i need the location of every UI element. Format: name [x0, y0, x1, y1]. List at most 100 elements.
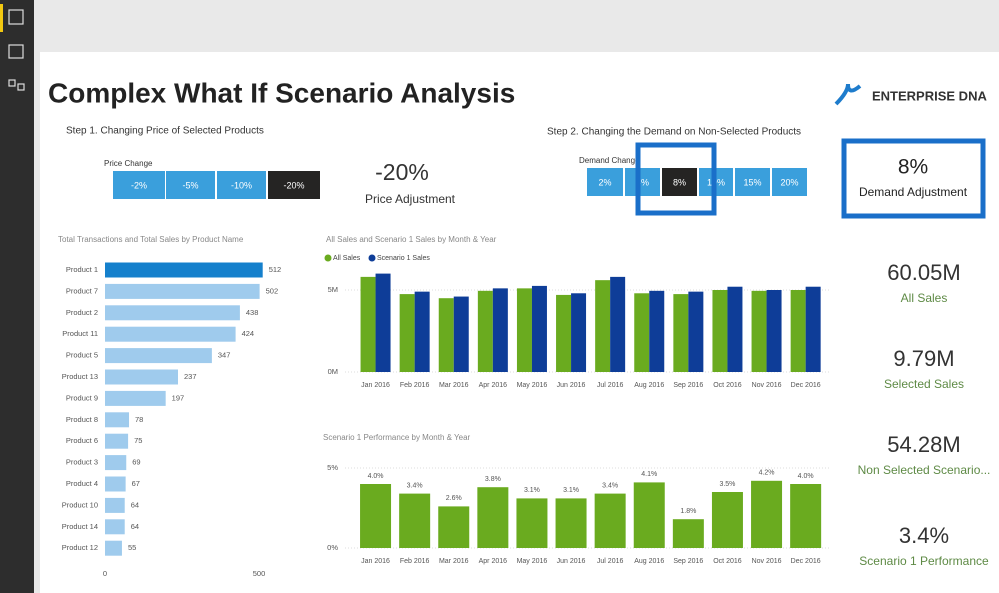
slicer-button[interactable] — [772, 168, 807, 196]
slicer-button[interactable] — [662, 168, 697, 196]
chart-title: All Sales and Scenario 1 Sales by Month … — [326, 235, 497, 244]
x-tick-label: Nov 2016 — [752, 558, 782, 565]
card-value: 8% — [898, 156, 928, 179]
bar[interactable] — [105, 540, 122, 556]
slicer-option[interactable]: -5% — [182, 180, 198, 190]
bar[interactable] — [516, 288, 532, 372]
bar[interactable] — [477, 487, 509, 548]
bar[interactable] — [594, 493, 626, 548]
data-label: 347 — [218, 351, 231, 360]
bar[interactable] — [105, 305, 240, 321]
bar[interactable] — [414, 291, 430, 372]
slicer-option[interactable]: -20% — [283, 180, 304, 190]
bar[interactable] — [105, 455, 127, 471]
category-label: Product 13 — [62, 372, 98, 381]
slicer-button[interactable] — [735, 168, 770, 196]
bar[interactable] — [105, 390, 166, 406]
bar[interactable] — [105, 497, 125, 513]
bar[interactable] — [672, 519, 704, 548]
slicer-title: Price Change — [104, 159, 153, 168]
bar[interactable] — [649, 290, 665, 372]
bar[interactable] — [453, 296, 469, 372]
bar[interactable] — [492, 288, 508, 372]
data-label: 3.1% — [524, 487, 540, 494]
sidebar — [0, 0, 34, 593]
category-label: Product 14 — [62, 522, 98, 531]
slicer-button[interactable] — [113, 171, 165, 199]
data-label: 3.8% — [485, 476, 501, 483]
bar[interactable] — [711, 492, 743, 548]
data-label: 55 — [128, 543, 136, 552]
bar[interactable] — [712, 290, 728, 372]
slicer-option[interactable]: 15% — [743, 177, 761, 187]
bar[interactable] — [375, 273, 391, 372]
bar[interactable] — [805, 286, 821, 372]
x-tick-label: Feb 2016 — [400, 382, 430, 389]
data-label: 75 — [134, 436, 142, 445]
bar[interactable] — [751, 290, 767, 372]
slicer-button[interactable] — [268, 171, 320, 199]
slicer-button[interactable] — [217, 171, 266, 199]
bar[interactable] — [516, 498, 548, 548]
data-icon[interactable] — [8, 44, 24, 59]
bar[interactable] — [438, 298, 454, 372]
slicer-option[interactable]: 5% — [636, 177, 649, 187]
y-tick-label: 5% — [327, 463, 338, 472]
bar[interactable] — [105, 476, 126, 492]
bar[interactable] — [751, 480, 783, 548]
bar[interactable] — [571, 293, 587, 372]
bar[interactable] — [438, 506, 470, 548]
bar[interactable] — [634, 293, 650, 372]
bar[interactable] — [105, 262, 263, 278]
bar[interactable] — [595, 280, 611, 372]
bar[interactable] — [477, 290, 493, 372]
bar[interactable] — [556, 294, 572, 372]
bar[interactable] — [105, 519, 125, 535]
slicer-button[interactable] — [625, 168, 660, 196]
slicer-option[interactable]: -2% — [131, 180, 147, 190]
category-label: Product 12 — [62, 543, 98, 552]
slicer-button[interactable] — [587, 168, 623, 196]
slicer-title: Demand Change — [579, 156, 640, 165]
model-icon[interactable] — [8, 79, 16, 87]
x-tick-label: Jan 2016 — [361, 382, 390, 389]
bar[interactable] — [399, 493, 431, 548]
bar[interactable] — [688, 291, 704, 372]
bar[interactable] — [105, 283, 260, 299]
slicer-button[interactable] — [166, 171, 215, 199]
bar[interactable] — [105, 412, 130, 428]
bar[interactable] — [673, 294, 689, 372]
bar[interactable] — [727, 286, 743, 372]
legend-label: Scenario 1 Sales — [377, 255, 430, 262]
bar[interactable] — [105, 348, 212, 364]
bar[interactable] — [610, 276, 626, 372]
logo-icon — [834, 83, 862, 106]
slicer-option[interactable]: 8% — [673, 177, 686, 187]
data-label: 502 — [266, 286, 279, 295]
bar[interactable] — [360, 484, 392, 548]
slicer-option[interactable]: -10% — [231, 180, 252, 190]
slicer-option[interactable]: 20% — [780, 177, 798, 187]
bar[interactable] — [105, 326, 236, 342]
slicer-option[interactable]: 2% — [598, 177, 611, 187]
category-label: Product 4 — [66, 479, 98, 488]
bar[interactable] — [531, 285, 547, 372]
bar[interactable] — [105, 433, 129, 449]
bar[interactable] — [399, 294, 415, 372]
bar[interactable] — [766, 290, 782, 372]
bar[interactable] — [790, 484, 822, 548]
x-tick-label: Jul 2016 — [597, 558, 624, 565]
data-label: 424 — [242, 329, 255, 338]
report-icon[interactable] — [8, 9, 24, 25]
data-label: 237 — [184, 372, 197, 381]
bar[interactable] — [555, 498, 587, 548]
bar[interactable] — [633, 482, 665, 548]
bar[interactable] — [790, 290, 806, 372]
data-label: 69 — [132, 458, 140, 467]
bar[interactable] — [360, 276, 376, 372]
active-marker — [0, 4, 3, 32]
bar[interactable] — [105, 369, 178, 385]
cards: 60.05M All Sales 9.79M Selected Sales 54.28M… — [858, 260, 991, 568]
logo-text: ENTERPRISE DNA — [872, 88, 987, 103]
